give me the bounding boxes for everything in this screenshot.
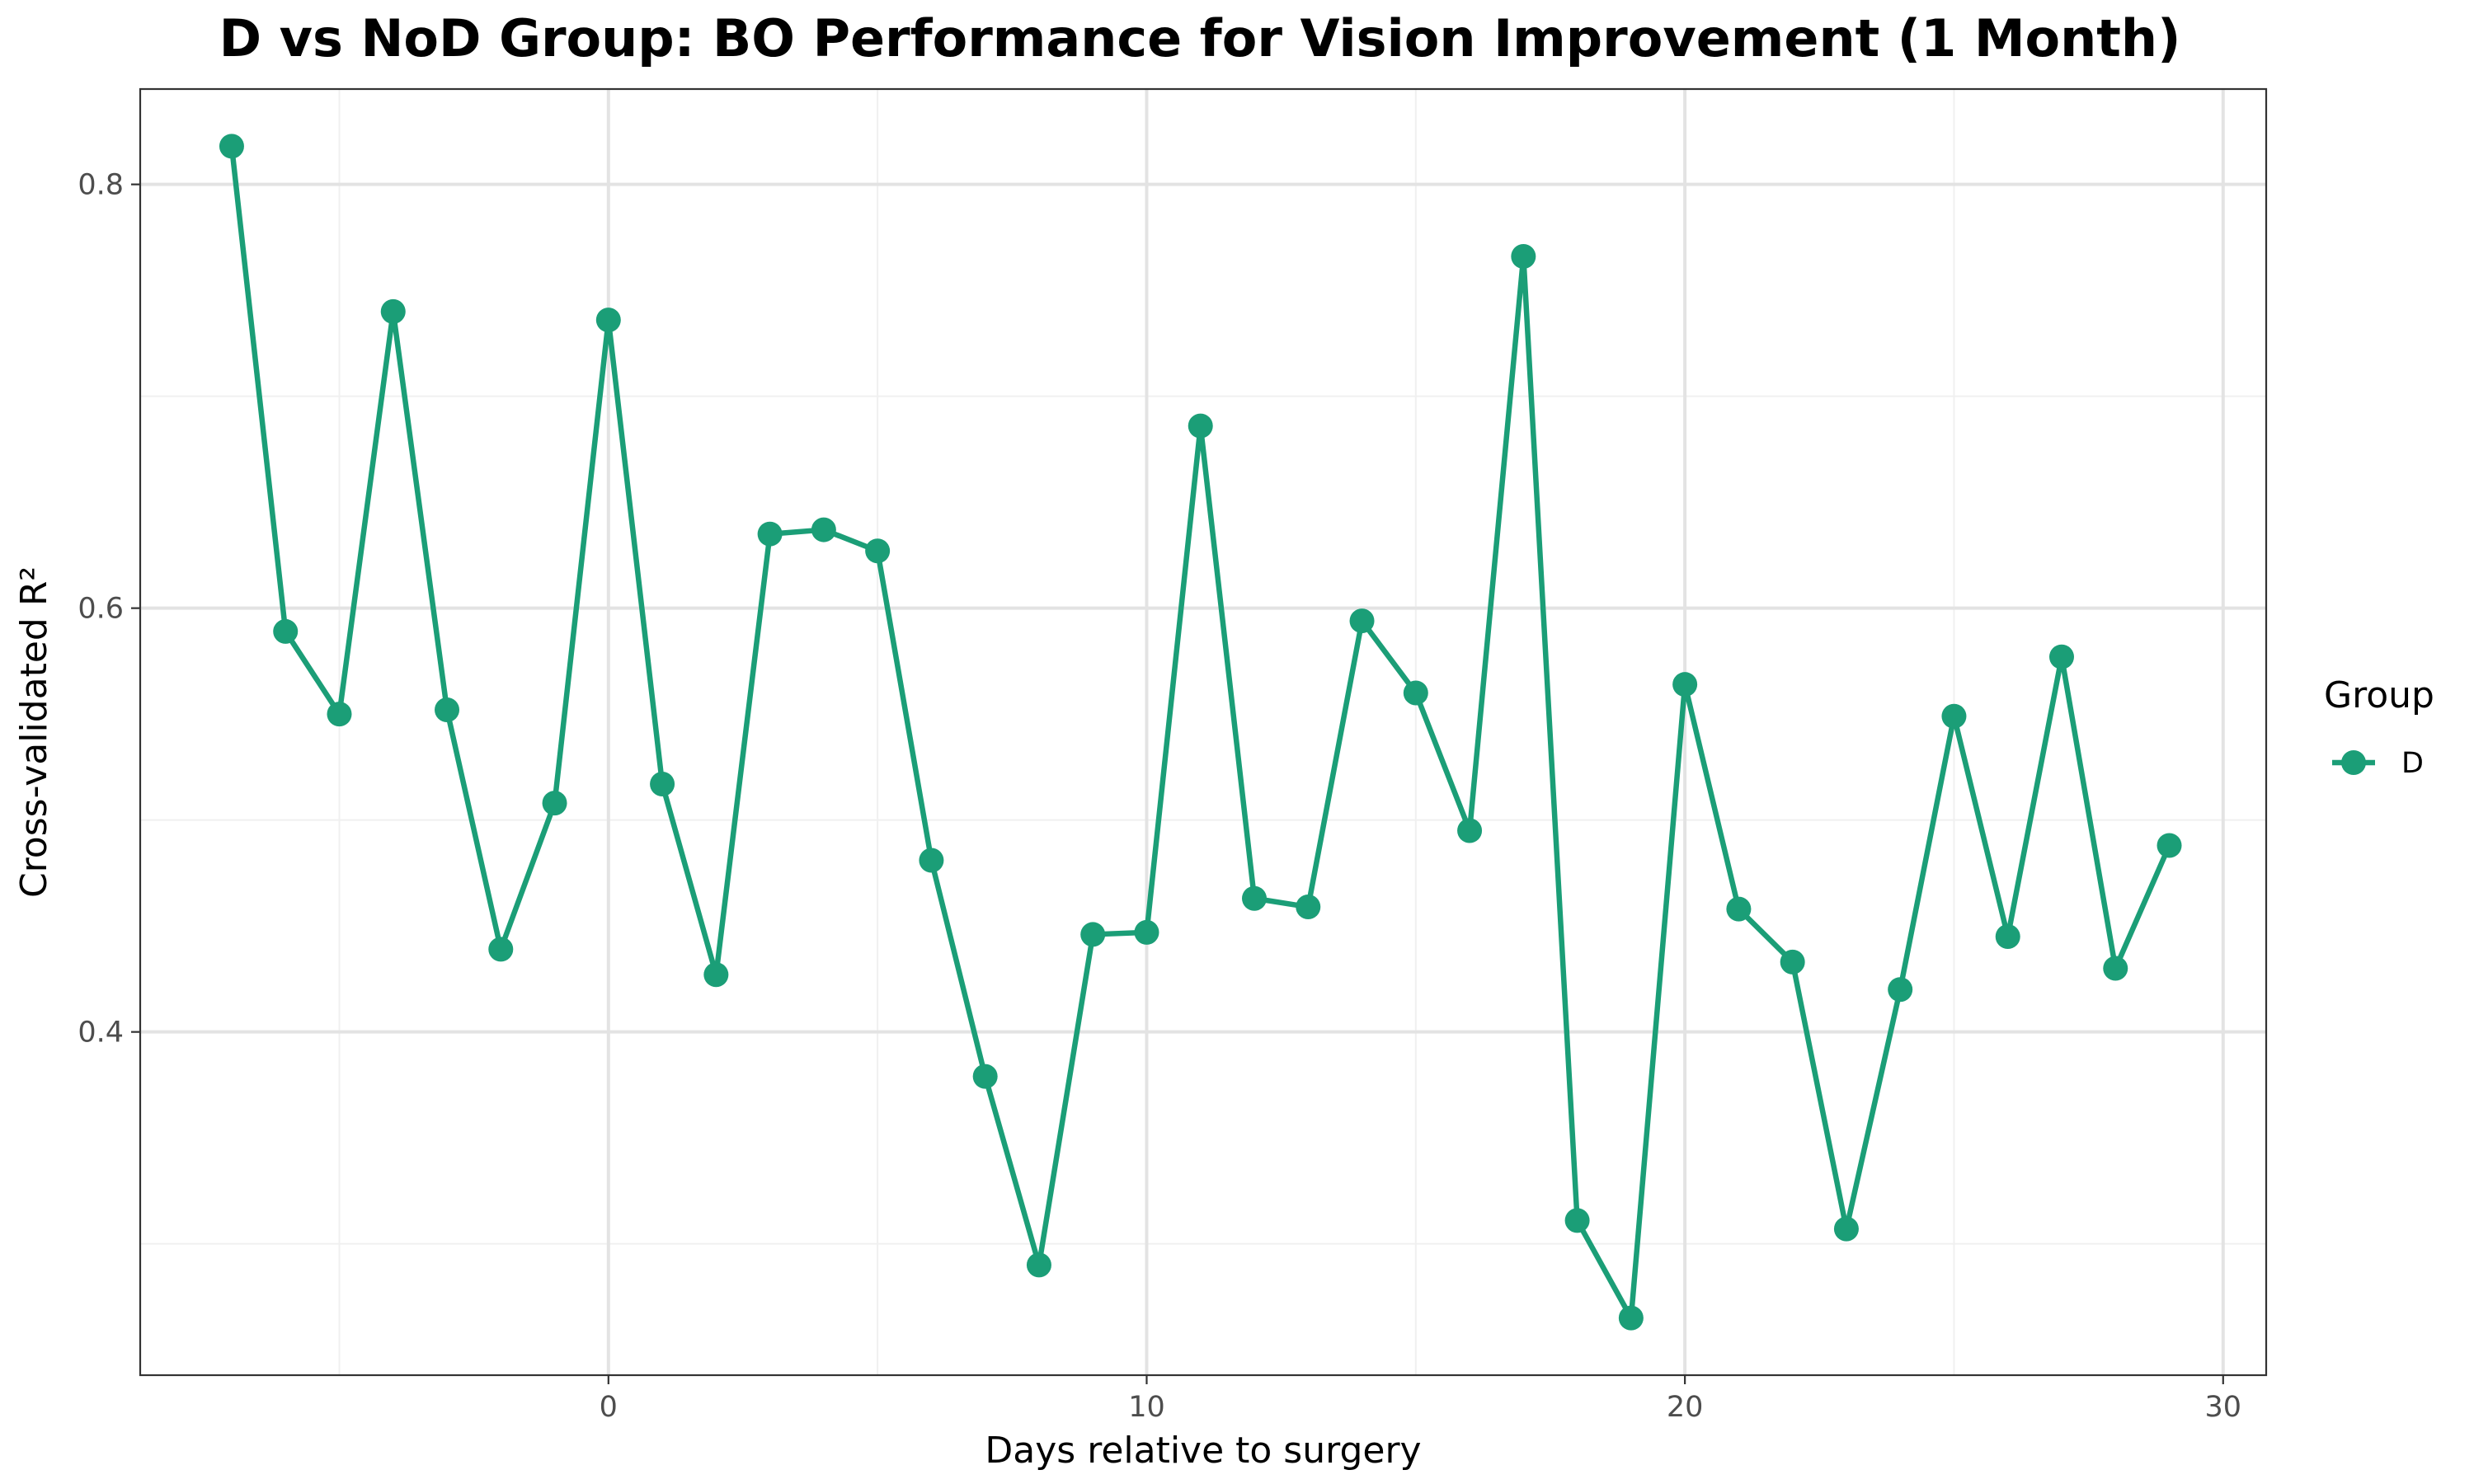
data-point	[972, 1064, 998, 1089]
data-point	[542, 791, 567, 816]
data-point	[1026, 1252, 1051, 1278]
y-tick-label: 0.4	[78, 1017, 124, 1050]
data-point	[1242, 885, 1268, 911]
data-point	[1403, 680, 1428, 706]
y-axis: 0.4 0.6 0.8	[78, 169, 140, 1050]
data-point	[327, 702, 352, 727]
x-tick-label: 20	[1667, 1391, 1704, 1424]
legend: Group D	[2324, 674, 2434, 780]
y-tick-label: 0.6	[78, 593, 124, 626]
data-point	[1888, 977, 1913, 1003]
data-point	[1618, 1305, 1644, 1331]
data-point	[595, 308, 621, 333]
legend-title: Group	[2324, 674, 2434, 716]
data-point	[1457, 818, 1483, 843]
data-point	[1080, 922, 1106, 947]
data-point	[219, 134, 244, 159]
data-point	[435, 697, 460, 723]
x-tick-label: 10	[1128, 1391, 1165, 1424]
data-point	[703, 962, 729, 988]
x-tick-label: 0	[600, 1391, 618, 1424]
data-point	[1995, 924, 2020, 950]
data-point	[1780, 949, 1805, 974]
data-point	[488, 937, 514, 962]
data-point	[1188, 413, 1213, 439]
data-point	[1672, 672, 1698, 697]
legend-label: D	[2401, 747, 2424, 780]
data-point	[1134, 919, 1159, 945]
data-point	[1833, 1216, 1859, 1242]
data-point	[1564, 1208, 1590, 1233]
data-point	[1726, 896, 1752, 922]
data-point	[380, 298, 406, 324]
chart-title: D vs NoD Group: BO Performance for Visio…	[219, 8, 2181, 68]
x-axis-title: Days relative to surgery	[985, 1430, 1421, 1472]
data-point	[919, 848, 944, 873]
data-point	[2048, 644, 2074, 669]
plot-panel	[139, 87, 2268, 1377]
data-point	[650, 771, 675, 796]
x-axis: 0 10 20 30	[600, 1375, 2241, 1424]
minor-gridlines	[140, 89, 2266, 1375]
data-point	[757, 521, 783, 547]
data-point	[865, 538, 891, 564]
y-axis-title: Cross-validated R²	[13, 566, 55, 898]
legend-item: D	[2332, 747, 2424, 780]
data-point	[1511, 244, 1536, 270]
legend-items: D	[2332, 747, 2424, 780]
data-point	[1941, 703, 1967, 729]
y-tick-label: 0.8	[78, 169, 124, 202]
data-point	[2157, 833, 2182, 858]
panel-background	[140, 89, 2266, 1375]
data-point	[273, 618, 299, 644]
legend-marker	[2341, 750, 2366, 775]
data-point	[2103, 956, 2128, 981]
data-point	[811, 517, 836, 542]
major-gridlines	[140, 89, 2266, 1375]
data-point	[1349, 608, 1375, 634]
series-points	[219, 134, 2182, 1331]
data-point	[1296, 895, 1321, 920]
panel-border	[139, 87, 2268, 1377]
x-tick-label: 30	[2205, 1391, 2242, 1424]
